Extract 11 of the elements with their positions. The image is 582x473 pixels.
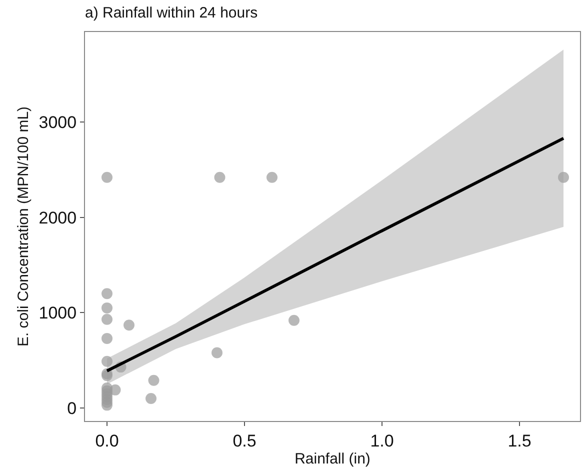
- y-tick-label: 0: [67, 398, 77, 418]
- x-tick-label: 1.0: [370, 431, 394, 450]
- chart-title: a) Rainfall within 24 hours: [85, 4, 258, 22]
- y-axis-title: E. coli Concentration (MPN/100 mL): [15, 106, 32, 347]
- x-tick-label: 1.5: [508, 431, 532, 450]
- x-tick-label: 0.5: [232, 431, 256, 450]
- y-tick-label: 2000: [38, 208, 77, 228]
- x-axis-title: Rainfall (in): [294, 450, 370, 468]
- x-tick-label: 0.0: [95, 431, 119, 450]
- y-tick-label: 3000: [38, 113, 77, 132]
- y-tick-label: 1000: [38, 304, 77, 323]
